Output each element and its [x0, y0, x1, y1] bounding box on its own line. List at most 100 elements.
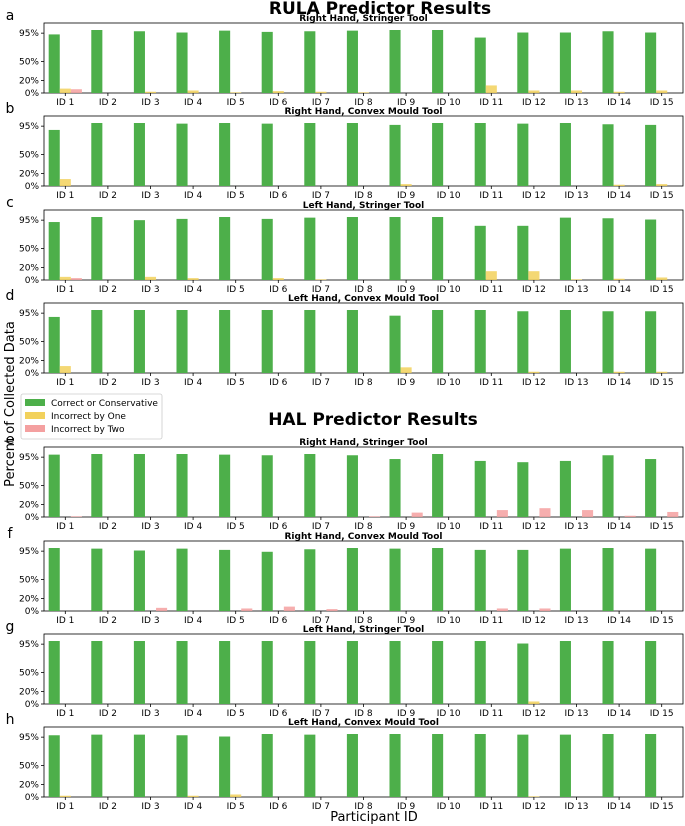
x-tick-label: ID 8 [354, 378, 372, 388]
bar-correct-or-conservative-id-6 [261, 31, 273, 93]
bar-correct-or-conservative-id-5 [219, 641, 231, 704]
bar-correct-or-conservative-id-7 [304, 217, 316, 280]
bar-correct-or-conservative-id-1 [48, 129, 60, 186]
x-tick-label: ID 9 [397, 98, 415, 108]
bar-correct-or-conservative-id-15 [645, 459, 657, 517]
bar-incorrect-by-two-id-1 [70, 516, 82, 517]
bar-correct-or-conservative-id-6 [261, 734, 273, 797]
bar-correct-or-conservative-id-13 [559, 123, 571, 186]
legend: Correct or Conservative Incorrect by One I… [20, 393, 163, 440]
x-tick-label: ID 3 [141, 802, 159, 812]
x-tick-label: ID 2 [99, 285, 117, 295]
x-tick-label: ID 1 [56, 98, 74, 108]
bar-correct-or-conservative-id-15 [645, 32, 657, 93]
x-tick-label: ID 10 [437, 191, 461, 201]
bar-incorrect-by-one-id-4 [187, 278, 199, 280]
x-tick-label: ID 13 [565, 709, 589, 719]
bar-correct-or-conservative-id-8 [346, 734, 358, 797]
hal-title: HAL Predictor Results [268, 410, 478, 430]
bar-correct-or-conservative-id-3 [133, 31, 145, 93]
bar-correct-or-conservative-id-11 [474, 460, 486, 517]
x-tick-label: ID 14 [607, 191, 631, 201]
y-tick-label: 50% [19, 669, 39, 679]
panel-b: Right Hand, Convex Mould Tool b 0% 20% 50% 95… [6, 101, 684, 201]
y-tick-label: 95% [19, 122, 39, 132]
bar-incorrect-by-one-id-14 [613, 184, 625, 186]
bar-incorrect-by-two-id-12 [539, 508, 551, 517]
legend-label: Correct or Conservative [51, 399, 158, 409]
bar-incorrect-by-two-id-1 [70, 89, 82, 93]
bar-correct-or-conservative-id-15 [645, 311, 657, 373]
bar-correct-or-conservative-id-15 [645, 124, 657, 186]
x-tick-label: ID 13 [565, 191, 589, 201]
bar-correct-or-conservative-id-15 [645, 548, 657, 611]
bar-correct-or-conservative-id-11 [474, 641, 486, 704]
bar-correct-or-conservative-id-5 [219, 310, 231, 373]
bar-correct-or-conservative-id-14 [602, 124, 614, 186]
y-tick-label: 50% [19, 482, 39, 492]
x-tick-label: ID 2 [99, 522, 117, 532]
bar-incorrect-by-two-id-11 [496, 608, 508, 611]
x-tick-label: ID 4 [184, 709, 202, 719]
x-tick-label: ID 4 [184, 378, 202, 388]
x-tick-label: ID 4 [184, 285, 202, 295]
bar-correct-or-conservative-id-1 [48, 34, 60, 93]
x-tick-label: ID 1 [56, 191, 74, 201]
y-tick-label: 20% [19, 356, 39, 366]
bar-correct-or-conservative-id-14 [602, 311, 614, 373]
bar-correct-or-conservative-id-11 [474, 734, 486, 797]
y-tick-label: 20% [19, 76, 39, 86]
bar-correct-or-conservative-id-8 [346, 30, 358, 94]
bar-incorrect-by-two-id-3 [156, 607, 168, 611]
panel-title: Left Hand, Stringer Tool [303, 201, 424, 211]
y-tick-label: 0% [25, 793, 40, 803]
panel-letter: e [6, 432, 15, 448]
y-axis-label: Percent of Collected Data [3, 321, 18, 487]
x-tick-label: ID 15 [650, 802, 674, 812]
bar-incorrect-by-one-id-7 [315, 91, 327, 93]
bar-correct-or-conservative-id-8 [346, 310, 358, 373]
y-tick-label: 0% [25, 369, 40, 379]
x-tick-label: ID 12 [522, 98, 546, 108]
x-tick-label: ID 1 [56, 285, 74, 295]
bar-correct-or-conservative-id-9 [389, 124, 401, 186]
x-tick-label: ID 12 [522, 378, 546, 388]
panels: Right Hand, Stringer Tool a 0% 20% 50% 95% ID … [6, 8, 684, 812]
x-tick-label: ID 2 [99, 802, 117, 812]
bar-correct-or-conservative-id-2 [91, 454, 103, 517]
legend-swatch [25, 425, 45, 432]
panel-a: Right Hand, Stringer Tool a 0% 20% 50% 95% ID … [6, 8, 684, 108]
bar-correct-or-conservative-id-4 [176, 123, 188, 186]
x-tick-label: ID 6 [269, 709, 287, 719]
bar-correct-or-conservative-id-11 [474, 123, 486, 186]
bar-incorrect-by-one-id-13 [570, 90, 583, 93]
bar-correct-or-conservative-id-12 [517, 32, 529, 93]
rula-title: RULA Predictor Results [269, 0, 491, 19]
legend-swatch [25, 412, 45, 419]
bar-correct-or-conservative-id-11 [474, 310, 486, 373]
bar-correct-or-conservative-id-13 [559, 548, 571, 611]
x-tick-label: ID 5 [227, 98, 245, 108]
panel-title: Right Hand, Convex Mould Tool [284, 532, 442, 542]
x-tick-label: ID 1 [56, 616, 74, 626]
bar-correct-or-conservative-id-6 [261, 455, 273, 517]
bar-correct-or-conservative-id-1 [48, 222, 60, 280]
bar-correct-or-conservative-id-3 [133, 310, 145, 373]
bar-correct-or-conservative-id-6 [261, 551, 273, 611]
bar-correct-or-conservative-id-13 [559, 641, 571, 704]
x-tick-label: ID 10 [437, 285, 461, 295]
x-tick-label: ID 5 [227, 191, 245, 201]
bar-incorrect-by-one-id-4 [187, 90, 199, 93]
x-tick-label: ID 6 [269, 522, 287, 532]
bar-incorrect-by-one-id-7 [315, 279, 327, 280]
panel-title: Left Hand, Stringer Tool [303, 625, 424, 635]
panel-letter: a [6, 8, 15, 24]
x-tick-label: ID 14 [607, 709, 631, 719]
x-tick-label: ID 8 [354, 98, 372, 108]
bar-incorrect-by-one-id-12 [528, 90, 540, 93]
bar-correct-or-conservative-id-8 [346, 548, 358, 611]
y-tick-label: 0% [25, 276, 40, 286]
y-tick-label: 20% [19, 687, 39, 697]
bar-correct-or-conservative-id-12 [517, 311, 529, 373]
x-tick-label: ID 15 [650, 616, 674, 626]
